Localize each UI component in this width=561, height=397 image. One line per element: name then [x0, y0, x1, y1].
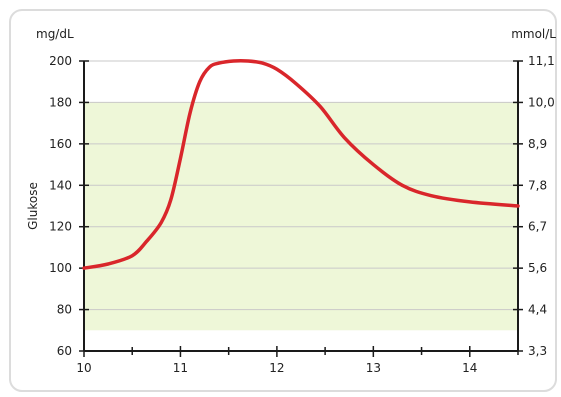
right-unit-label: mmol/L [511, 27, 556, 41]
x-tick-label: 11 [173, 361, 188, 375]
y-tick-label-right: 8,9 [528, 137, 547, 151]
y-tick-label-left: 160 [49, 137, 72, 151]
plot-area: 60 80 100 120 140 160 180 200 3,3 4,4 5,6 6,7 7,8 8,9… [26, 27, 556, 375]
y-tick-label-left: 60 [57, 344, 72, 358]
y-tick-label-right: 11,1 [528, 54, 555, 68]
y-tick-label-right: 6,7 [528, 220, 547, 234]
y-tick-label-left: 120 [49, 220, 72, 234]
y-tick-label-left: 80 [57, 303, 72, 317]
y-tick-label-right: 5,6 [528, 261, 547, 275]
left-unit-label: mg/dL [36, 27, 74, 41]
y-tick-label-right: 7,8 [528, 178, 547, 192]
x-tick-label: 10 [76, 361, 91, 375]
y-tick-label-left: 180 [49, 95, 72, 109]
y-axis-title: Glukose [26, 182, 40, 230]
y-tick-label-right: 4,4 [528, 303, 547, 317]
y-tick-label-right: 3,3 [528, 344, 547, 358]
x-tick-label: 13 [366, 361, 381, 375]
target-range-band [84, 102, 518, 331]
y-tick-label-left: 100 [49, 261, 72, 275]
y-tick-label-left: 200 [49, 54, 72, 68]
x-tick-label: 12 [269, 361, 284, 375]
y-tick-label-right: 10,0 [528, 95, 555, 109]
x-tick-label: 14 [462, 361, 477, 375]
glucose-curve [82, 58, 520, 270]
y-tick-label-left: 140 [49, 178, 72, 192]
